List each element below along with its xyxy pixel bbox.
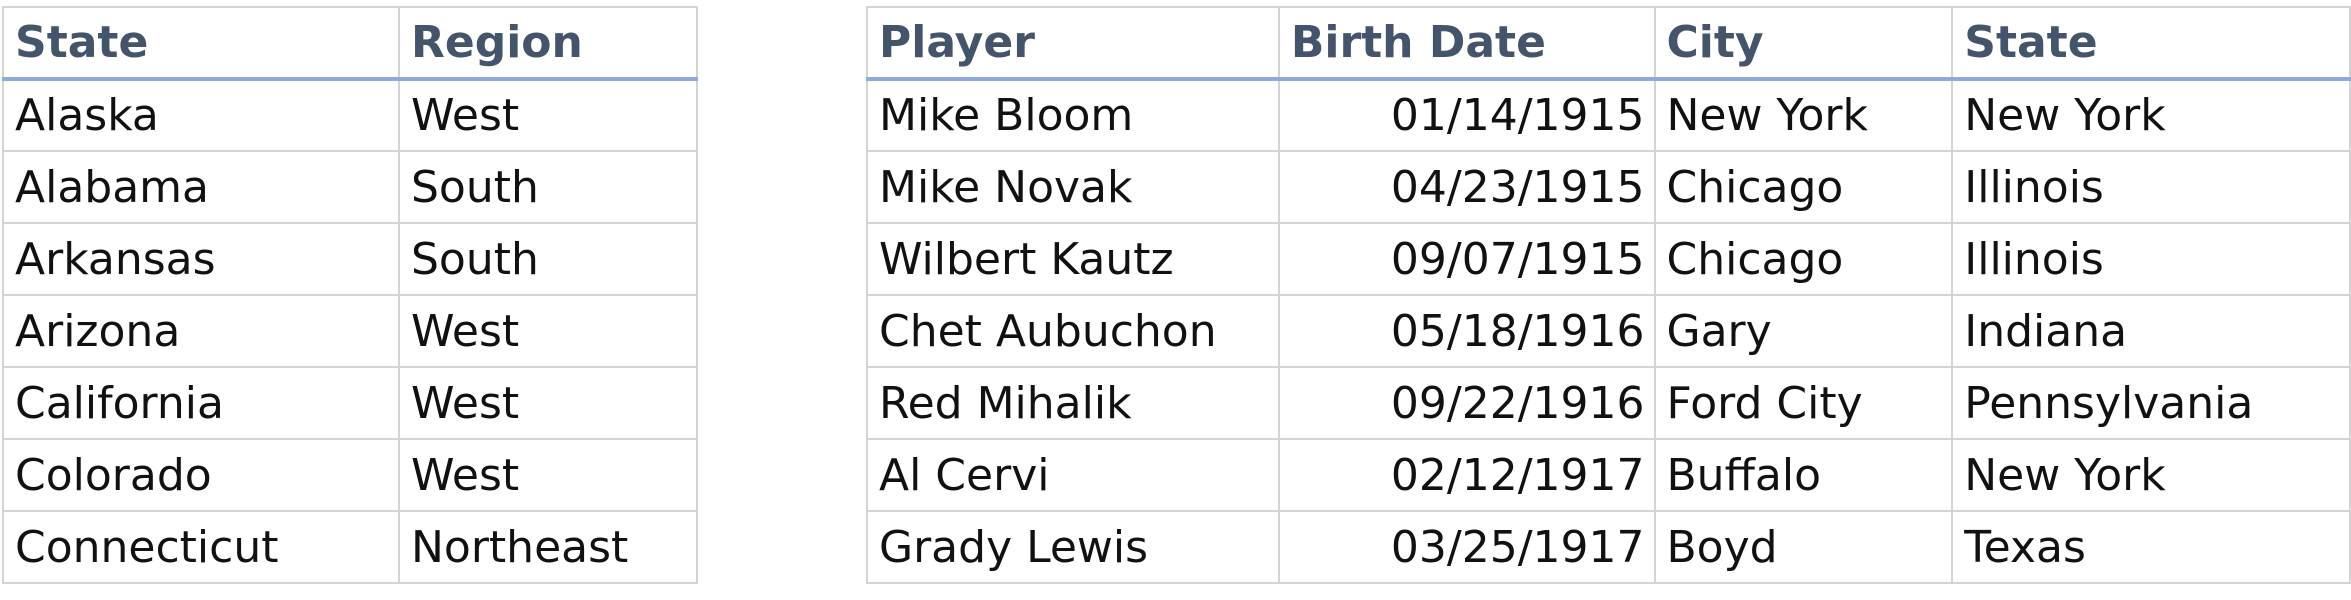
city-cell[interactable]: Chicago [1653, 222, 1954, 296]
region-cell[interactable]: Northeast [398, 510, 698, 584]
player-cell[interactable]: Chet Aubuchon [866, 294, 1280, 368]
table-row: California West [2, 366, 698, 440]
players-table: Player Birth Date City State Mike Bloom … [866, 6, 2351, 584]
state-cell[interactable]: Colorado [2, 438, 400, 512]
state-cell[interactable]: Texas [1951, 510, 2351, 584]
player-cell[interactable]: Mike Novak [866, 150, 1280, 224]
table-row: Alaska West [2, 78, 698, 152]
city-cell[interactable]: Chicago [1653, 150, 1954, 224]
table-row: Alabama South [2, 150, 698, 224]
city-cell[interactable]: Buffalo [1653, 438, 1954, 512]
state-cell[interactable]: Alabama [2, 150, 400, 224]
table-row: Grady Lewis 03/25/1917 Boyd Texas [866, 510, 2351, 584]
state-cell[interactable]: Arkansas [2, 222, 400, 296]
state-cell[interactable]: Alaska [2, 78, 400, 152]
player-cell[interactable]: Wilbert Kautz [866, 222, 1280, 296]
column-header-player[interactable]: Player [866, 6, 1280, 81]
region-cell[interactable]: South [398, 150, 698, 224]
header-row: State Region [2, 6, 698, 81]
player-cell[interactable]: Grady Lewis [866, 510, 1280, 584]
state-region-table: State Region Alaska West Alabama South A… [2, 6, 698, 584]
state-cell[interactable]: Illinois [1951, 222, 2351, 296]
state-cell[interactable]: California [2, 366, 400, 440]
state-cell[interactable]: New York [1951, 78, 2351, 152]
table-row: Red Mihalik 09/22/1916 Ford City Pennsyl… [866, 366, 2351, 440]
column-header-birth-date[interactable]: Birth Date [1277, 6, 1656, 81]
birth-date-cell[interactable]: 02/12/1917 [1277, 438, 1656, 512]
birth-date-cell[interactable]: 01/14/1915 [1277, 78, 1656, 152]
table-row: Wilbert Kautz 09/07/1915 Chicago Illinoi… [866, 222, 2351, 296]
table-row: Arizona West [2, 294, 698, 368]
table-row: Arkansas South [2, 222, 698, 296]
region-cell[interactable]: West [398, 78, 698, 152]
city-cell[interactable]: Boyd [1653, 510, 1954, 584]
column-header-city[interactable]: City [1653, 6, 1954, 81]
player-cell[interactable]: Mike Bloom [866, 78, 1280, 152]
column-header-region[interactable]: Region [398, 6, 698, 81]
city-cell[interactable]: Gary [1653, 294, 1954, 368]
table-row: Connecticut Northeast [2, 510, 698, 584]
state-cell[interactable]: Indiana [1951, 294, 2351, 368]
state-cell[interactable]: New York [1951, 438, 2351, 512]
player-cell[interactable]: Red Mihalik [866, 366, 1280, 440]
table-row: Al Cervi 02/12/1917 Buffalo New York [866, 438, 2351, 512]
table-row: Mike Bloom 01/14/1915 New York New York [866, 78, 2351, 152]
city-cell[interactable]: New York [1653, 78, 1954, 152]
birth-date-cell[interactable]: 09/07/1915 [1277, 222, 1656, 296]
region-cell[interactable]: West [398, 366, 698, 440]
state-cell[interactable]: Pennsylvania [1951, 366, 2351, 440]
table-row: Chet Aubuchon 05/18/1916 Gary Indiana [866, 294, 2351, 368]
player-cell[interactable]: Al Cervi [866, 438, 1280, 512]
region-cell[interactable]: West [398, 438, 698, 512]
region-cell[interactable]: South [398, 222, 698, 296]
birth-date-cell[interactable]: 05/18/1916 [1277, 294, 1656, 368]
city-cell[interactable]: Ford City [1653, 366, 1954, 440]
region-cell[interactable]: West [398, 294, 698, 368]
state-cell[interactable]: Arizona [2, 294, 400, 368]
header-row: Player Birth Date City State [866, 6, 2351, 81]
birth-date-cell[interactable]: 09/22/1916 [1277, 366, 1656, 440]
column-header-state[interactable]: State [2, 6, 400, 81]
state-cell[interactable]: Illinois [1951, 150, 2351, 224]
birth-date-cell[interactable]: 04/23/1915 [1277, 150, 1656, 224]
state-cell[interactable]: Connecticut [2, 510, 400, 584]
table-row: Colorado West [2, 438, 698, 512]
birth-date-cell[interactable]: 03/25/1917 [1277, 510, 1656, 584]
column-header-state[interactable]: State [1951, 6, 2351, 81]
table-row: Mike Novak 04/23/1915 Chicago Illinois [866, 150, 2351, 224]
